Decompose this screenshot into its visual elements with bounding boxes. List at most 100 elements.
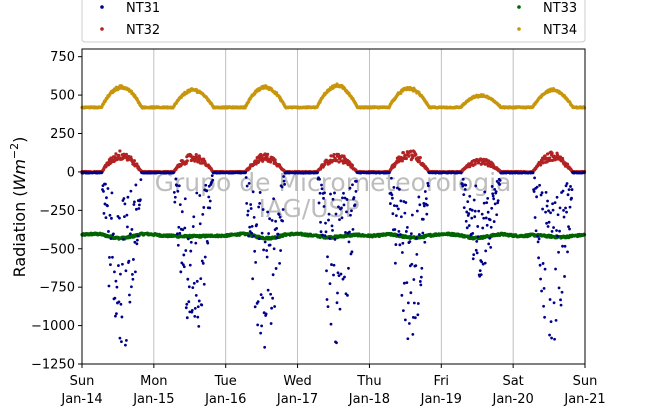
point-nt31 <box>200 303 204 307</box>
point-nt31 <box>547 220 551 224</box>
point-nt31 <box>393 228 397 231</box>
point-nt31 <box>317 201 321 205</box>
point-nt31 <box>532 190 536 193</box>
point-nt31 <box>557 286 561 290</box>
point-nt31 <box>268 243 272 247</box>
point-nt31 <box>416 313 420 317</box>
point-nt31 <box>464 219 468 223</box>
point-nt31 <box>275 236 279 240</box>
point-nt31 <box>564 206 567 210</box>
point-nt31 <box>342 191 345 195</box>
y-tick-label: −500 <box>39 242 75 257</box>
point-nt31 <box>173 200 177 204</box>
point-nt32 <box>114 152 118 156</box>
y-axis-title-text: Radiation ( <box>10 190 29 277</box>
point-nt31 <box>266 288 270 292</box>
point-nt31 <box>105 196 108 200</box>
point-nt31 <box>112 232 115 236</box>
point-nt31 <box>129 232 132 236</box>
point-nt31 <box>418 203 422 207</box>
point-nt31 <box>201 261 205 265</box>
point-nt31 <box>403 211 407 215</box>
point-nt31 <box>471 257 475 261</box>
point-nt31 <box>117 264 120 267</box>
point-nt31 <box>176 189 180 193</box>
point-nt31 <box>183 197 187 201</box>
point-nt31 <box>540 191 544 195</box>
point-nt31 <box>131 277 135 281</box>
point-nt31 <box>565 182 569 185</box>
point-nt31 <box>210 174 214 178</box>
point-nt31 <box>261 296 265 300</box>
point-nt31 <box>130 228 134 231</box>
point-nt31 <box>200 259 204 263</box>
point-nt31 <box>346 294 349 297</box>
x-tick-label-date: Jan-18 <box>348 392 390 407</box>
point-nt31 <box>544 210 547 214</box>
point-nt31 <box>394 243 398 246</box>
point-nt31 <box>406 301 410 305</box>
legend-label-nt33: NT33 <box>543 1 577 16</box>
point-nt31 <box>462 206 466 210</box>
point-nt31 <box>265 255 269 259</box>
point-nt31 <box>490 206 494 210</box>
point-nt31 <box>109 263 112 267</box>
point-nt32 <box>565 162 570 166</box>
point-nt31 <box>399 199 403 203</box>
point-nt31 <box>202 282 206 286</box>
point-nt31 <box>496 201 500 205</box>
point-nt31 <box>340 206 343 210</box>
point-nt31 <box>488 218 492 222</box>
point-nt31 <box>205 189 209 193</box>
point-nt31 <box>322 196 325 200</box>
point-nt31 <box>108 213 112 217</box>
point-nt31 <box>550 336 553 340</box>
point-nt31 <box>411 333 415 336</box>
point-nt31 <box>534 229 538 233</box>
x-axis: Sun Jan-14 Mon Jan-15 Tue Jan-16 Wed Jan-17 Thu J… <box>60 364 606 407</box>
point-nt31 <box>337 205 340 209</box>
point-nt32 <box>477 161 481 165</box>
point-nt31 <box>489 245 493 249</box>
point-nt31 <box>329 322 333 326</box>
point-nt31 <box>403 318 407 322</box>
point-nt31 <box>407 322 411 325</box>
point-nt31 <box>338 307 342 311</box>
point-nt31 <box>135 238 139 242</box>
point-nt31 <box>274 219 278 223</box>
point-nt31 <box>343 196 347 200</box>
x-tick-label-day: Thu <box>356 374 381 389</box>
point-nt31 <box>550 230 554 233</box>
x-tick-label-day: Sun <box>573 374 598 389</box>
point-nt31 <box>187 300 191 304</box>
legend-marker-nt34 <box>517 27 521 31</box>
point-nt31 <box>276 232 280 236</box>
y-tick-label: −750 <box>39 281 75 296</box>
point-nt32 <box>545 152 550 156</box>
point-nt31 <box>548 298 552 301</box>
point-nt31 <box>552 301 556 305</box>
point-nt32 <box>273 158 277 162</box>
point-nt31 <box>110 216 113 220</box>
point-nt31 <box>396 233 400 237</box>
point-nt31 <box>188 263 192 267</box>
point-nt31 <box>324 230 328 234</box>
point-nt31 <box>176 243 180 247</box>
point-nt31 <box>196 315 200 319</box>
point-nt31 <box>179 270 183 274</box>
point-nt31 <box>459 171 463 175</box>
point-nt31 <box>273 305 277 308</box>
point-nt32 <box>550 151 554 155</box>
point-nt31 <box>192 215 196 219</box>
point-nt31 <box>425 212 429 216</box>
point-nt31 <box>484 249 488 253</box>
point-nt31 <box>421 217 425 221</box>
point-nt31 <box>492 220 496 223</box>
point-nt31 <box>249 207 253 210</box>
point-nt31 <box>123 215 126 219</box>
point-nt31 <box>250 231 254 235</box>
point-nt31 <box>280 185 284 189</box>
point-nt31 <box>426 184 430 188</box>
point-nt31 <box>404 201 408 204</box>
point-nt31 <box>244 171 248 174</box>
